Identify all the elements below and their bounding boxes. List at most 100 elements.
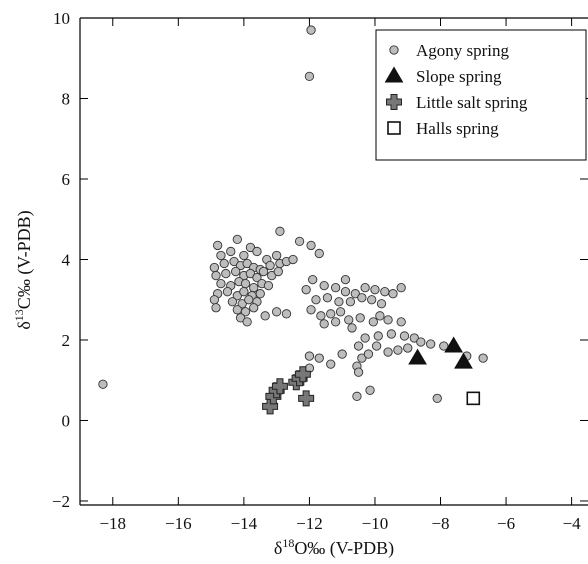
agony-spring-point <box>260 311 270 321</box>
agony-spring-point <box>355 313 365 323</box>
legend-label-little-salt-spring: Little salt spring <box>416 93 528 112</box>
agony-spring-point <box>347 323 357 333</box>
x-tick-label: −18 <box>99 514 126 533</box>
agony-spring-point <box>231 266 241 277</box>
agony-spring-point <box>416 337 426 347</box>
agony-spring-point <box>242 317 252 327</box>
agony-spring-point <box>314 353 324 363</box>
agony-spring-point <box>396 317 406 327</box>
agony-spring-point <box>344 315 354 325</box>
agony-spring-point <box>371 341 382 351</box>
agony-spring-point <box>383 347 393 357</box>
legend-marker-halls-spring <box>387 121 401 135</box>
agony-spring-point <box>319 280 329 291</box>
little-salt-spring-point <box>298 390 315 407</box>
agony-spring-point <box>330 283 341 293</box>
agony-spring-point <box>360 333 370 343</box>
axes: −18 −16 −14 −12 −10 −8 −6 −4 −2 0 2 4 6 8 10 <box>52 9 588 533</box>
slope-spring-point <box>454 352 473 369</box>
agony-spring-point <box>439 341 449 351</box>
agony-spring-point <box>360 283 370 293</box>
x-axis-title: δ18O‰ (V-PDB) <box>274 536 394 559</box>
agony-spring-point <box>330 317 341 327</box>
agony-spring-point <box>393 345 403 355</box>
agony-spring-point <box>232 234 242 245</box>
agony-spring-point <box>240 307 251 317</box>
agony-spring-point <box>363 349 374 359</box>
y-tick-label: 2 <box>62 331 71 350</box>
agony-spring-point <box>340 287 351 297</box>
slope-spring-point <box>444 336 464 353</box>
agony-spring-point <box>222 287 233 297</box>
y-tick-label: 6 <box>62 170 71 189</box>
legend-box <box>375 29 587 161</box>
agony-spring-point <box>340 274 351 285</box>
agony-spring-point <box>232 291 242 301</box>
agony-spring-point <box>288 254 298 265</box>
little-salt-spring-point <box>271 378 288 395</box>
agony-spring-point <box>239 287 249 297</box>
agony-spring-point <box>229 256 239 267</box>
agony-spring-point <box>226 246 236 257</box>
agony-spring-point <box>396 283 406 293</box>
x-tick-label: −12 <box>296 514 323 533</box>
agony-spring-point <box>271 250 282 261</box>
agony-spring-point <box>252 246 262 257</box>
agony-spring-point <box>98 379 108 389</box>
agony-spring-point <box>368 317 378 327</box>
agony-spring-point <box>216 250 226 261</box>
agony-spring-point <box>235 313 246 323</box>
agony-spring-point <box>263 280 274 291</box>
agony-spring-point <box>273 266 283 277</box>
agony-spring-point <box>211 303 221 313</box>
agony-spring-point <box>380 287 390 297</box>
agony-spring-point <box>304 71 315 82</box>
agony-spring-point <box>267 270 277 281</box>
x-tick-label: −14 <box>231 514 258 533</box>
points-layer <box>98 25 488 415</box>
y-tick-label: 4 <box>62 250 71 269</box>
x-tick-label: −4 <box>563 514 582 533</box>
agony-spring-point <box>271 307 282 317</box>
agony-spring-point <box>326 359 336 369</box>
y-tick-label: 0 <box>62 411 71 430</box>
agony-spring-point <box>294 236 305 247</box>
agony-spring-point <box>245 242 256 253</box>
agony-spring-point <box>432 393 442 403</box>
agony-spring-point <box>403 343 413 353</box>
agony-spring-point <box>376 299 387 309</box>
agony-spring-point <box>478 353 488 363</box>
agony-spring-point <box>306 305 316 315</box>
agony-spring-point <box>337 349 347 359</box>
agony-spring-point <box>370 285 380 295</box>
y-axis-title: δ13C‰ (V-PDB) <box>12 210 35 329</box>
agony-spring-point <box>249 283 259 293</box>
agony-spring-point <box>213 240 223 251</box>
y-tick-label: 10 <box>53 9 70 28</box>
agony-spring-point <box>304 351 315 361</box>
agony-spring-point <box>388 289 398 299</box>
agony-spring-point <box>314 248 324 259</box>
agony-spring-point <box>219 258 229 269</box>
agony-spring-point <box>245 268 256 279</box>
agony-spring-point <box>242 258 252 269</box>
legend-label-slope-spring: Slope spring <box>416 67 502 86</box>
agony-spring-point <box>375 311 385 321</box>
agony-spring-point <box>232 305 242 315</box>
agony-spring-point <box>373 331 383 341</box>
agony-spring-point <box>306 240 316 251</box>
agony-spring-point <box>209 262 220 273</box>
agony-spring-point <box>322 293 333 303</box>
agony-spring-point <box>365 385 375 395</box>
agony-spring-point <box>227 297 238 307</box>
agony-spring-point <box>306 25 316 35</box>
agony-spring-point <box>334 297 344 307</box>
agony-spring-point <box>335 307 346 317</box>
agony-spring-point <box>350 289 360 299</box>
slope-spring-point <box>408 348 427 365</box>
x-tick-label: −8 <box>431 514 449 533</box>
agony-spring-point <box>426 339 436 349</box>
legend-label-halls-spring: Halls spring <box>416 119 499 138</box>
agony-spring-point <box>216 278 226 289</box>
